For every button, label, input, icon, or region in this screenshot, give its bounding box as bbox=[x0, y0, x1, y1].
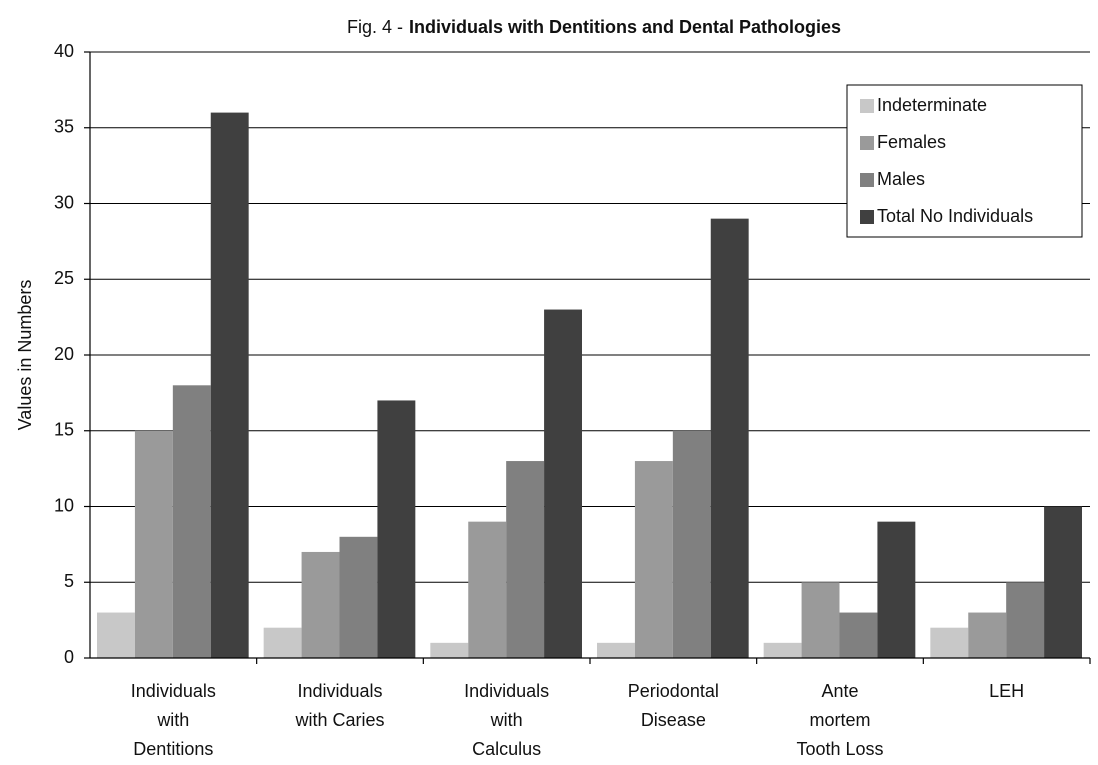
legend-swatch bbox=[860, 136, 874, 150]
legend-swatch bbox=[860, 173, 874, 187]
x-tick-label: LEH bbox=[989, 681, 1024, 701]
bar bbox=[172, 385, 211, 658]
bar bbox=[877, 521, 916, 658]
bar bbox=[1006, 582, 1045, 658]
y-tick-label: 25 bbox=[54, 268, 74, 288]
bar bbox=[263, 627, 302, 658]
x-tick-label: Individuals bbox=[131, 681, 216, 701]
x-tick-label: Dentitions bbox=[133, 739, 213, 759]
bar bbox=[710, 218, 749, 658]
y-tick-label: 0 bbox=[64, 647, 74, 667]
y-tick-label: 35 bbox=[54, 117, 74, 137]
x-tick-label: mortem bbox=[809, 710, 870, 730]
bar bbox=[301, 551, 340, 658]
bar bbox=[672, 430, 711, 658]
y-tick-label: 20 bbox=[54, 344, 74, 364]
y-tick-label: 5 bbox=[64, 571, 74, 591]
x-tick-label: Ante bbox=[821, 681, 858, 701]
bar bbox=[968, 612, 1007, 658]
x-tick-label: Disease bbox=[641, 710, 706, 730]
bar bbox=[97, 612, 135, 658]
x-tick-label: Periodontal bbox=[628, 681, 719, 701]
legend-swatch bbox=[860, 210, 874, 224]
y-tick-label: 30 bbox=[54, 192, 74, 212]
bar bbox=[210, 112, 249, 659]
bar bbox=[1044, 506, 1082, 658]
x-tick-label: Individuals bbox=[464, 681, 549, 701]
x-tick-label: Individuals bbox=[297, 681, 382, 701]
y-tick-label: 10 bbox=[54, 495, 74, 515]
bar bbox=[377, 400, 416, 658]
legend-swatch bbox=[860, 99, 874, 113]
bar bbox=[339, 536, 378, 658]
legend-label: Total No Individuals bbox=[877, 206, 1033, 226]
bar bbox=[430, 642, 469, 658]
bar bbox=[763, 642, 802, 658]
bar bbox=[468, 521, 507, 658]
bar bbox=[134, 430, 173, 658]
x-tick-label: Tooth Loss bbox=[796, 739, 883, 759]
x-tick-label: with bbox=[156, 710, 189, 730]
title-prefix: Fig. 4 - bbox=[347, 17, 403, 37]
legend-box bbox=[846, 84, 1083, 238]
bar bbox=[544, 309, 582, 658]
legend-label: Males bbox=[877, 169, 925, 189]
chart-title: Fig. 4 - Individuals with Dentitions and … bbox=[347, 17, 841, 37]
title-main: Individuals with Dentitions and Dental P… bbox=[409, 17, 841, 37]
y-tick-label: 15 bbox=[54, 420, 74, 440]
bar bbox=[930, 627, 969, 658]
x-tick-label: with bbox=[490, 710, 523, 730]
y-tick-label: 40 bbox=[54, 41, 74, 61]
bar bbox=[597, 642, 635, 658]
bar bbox=[839, 612, 878, 658]
bar bbox=[634, 461, 673, 658]
x-tick-label: with Caries bbox=[294, 710, 384, 730]
bar bbox=[801, 582, 840, 658]
y-axis-label: Values in Numbers bbox=[15, 280, 35, 431]
x-tick-label: Calculus bbox=[472, 739, 541, 759]
legend-label: Females bbox=[877, 132, 946, 152]
legend-label: Indeterminate bbox=[877, 95, 987, 115]
bar bbox=[506, 461, 545, 658]
